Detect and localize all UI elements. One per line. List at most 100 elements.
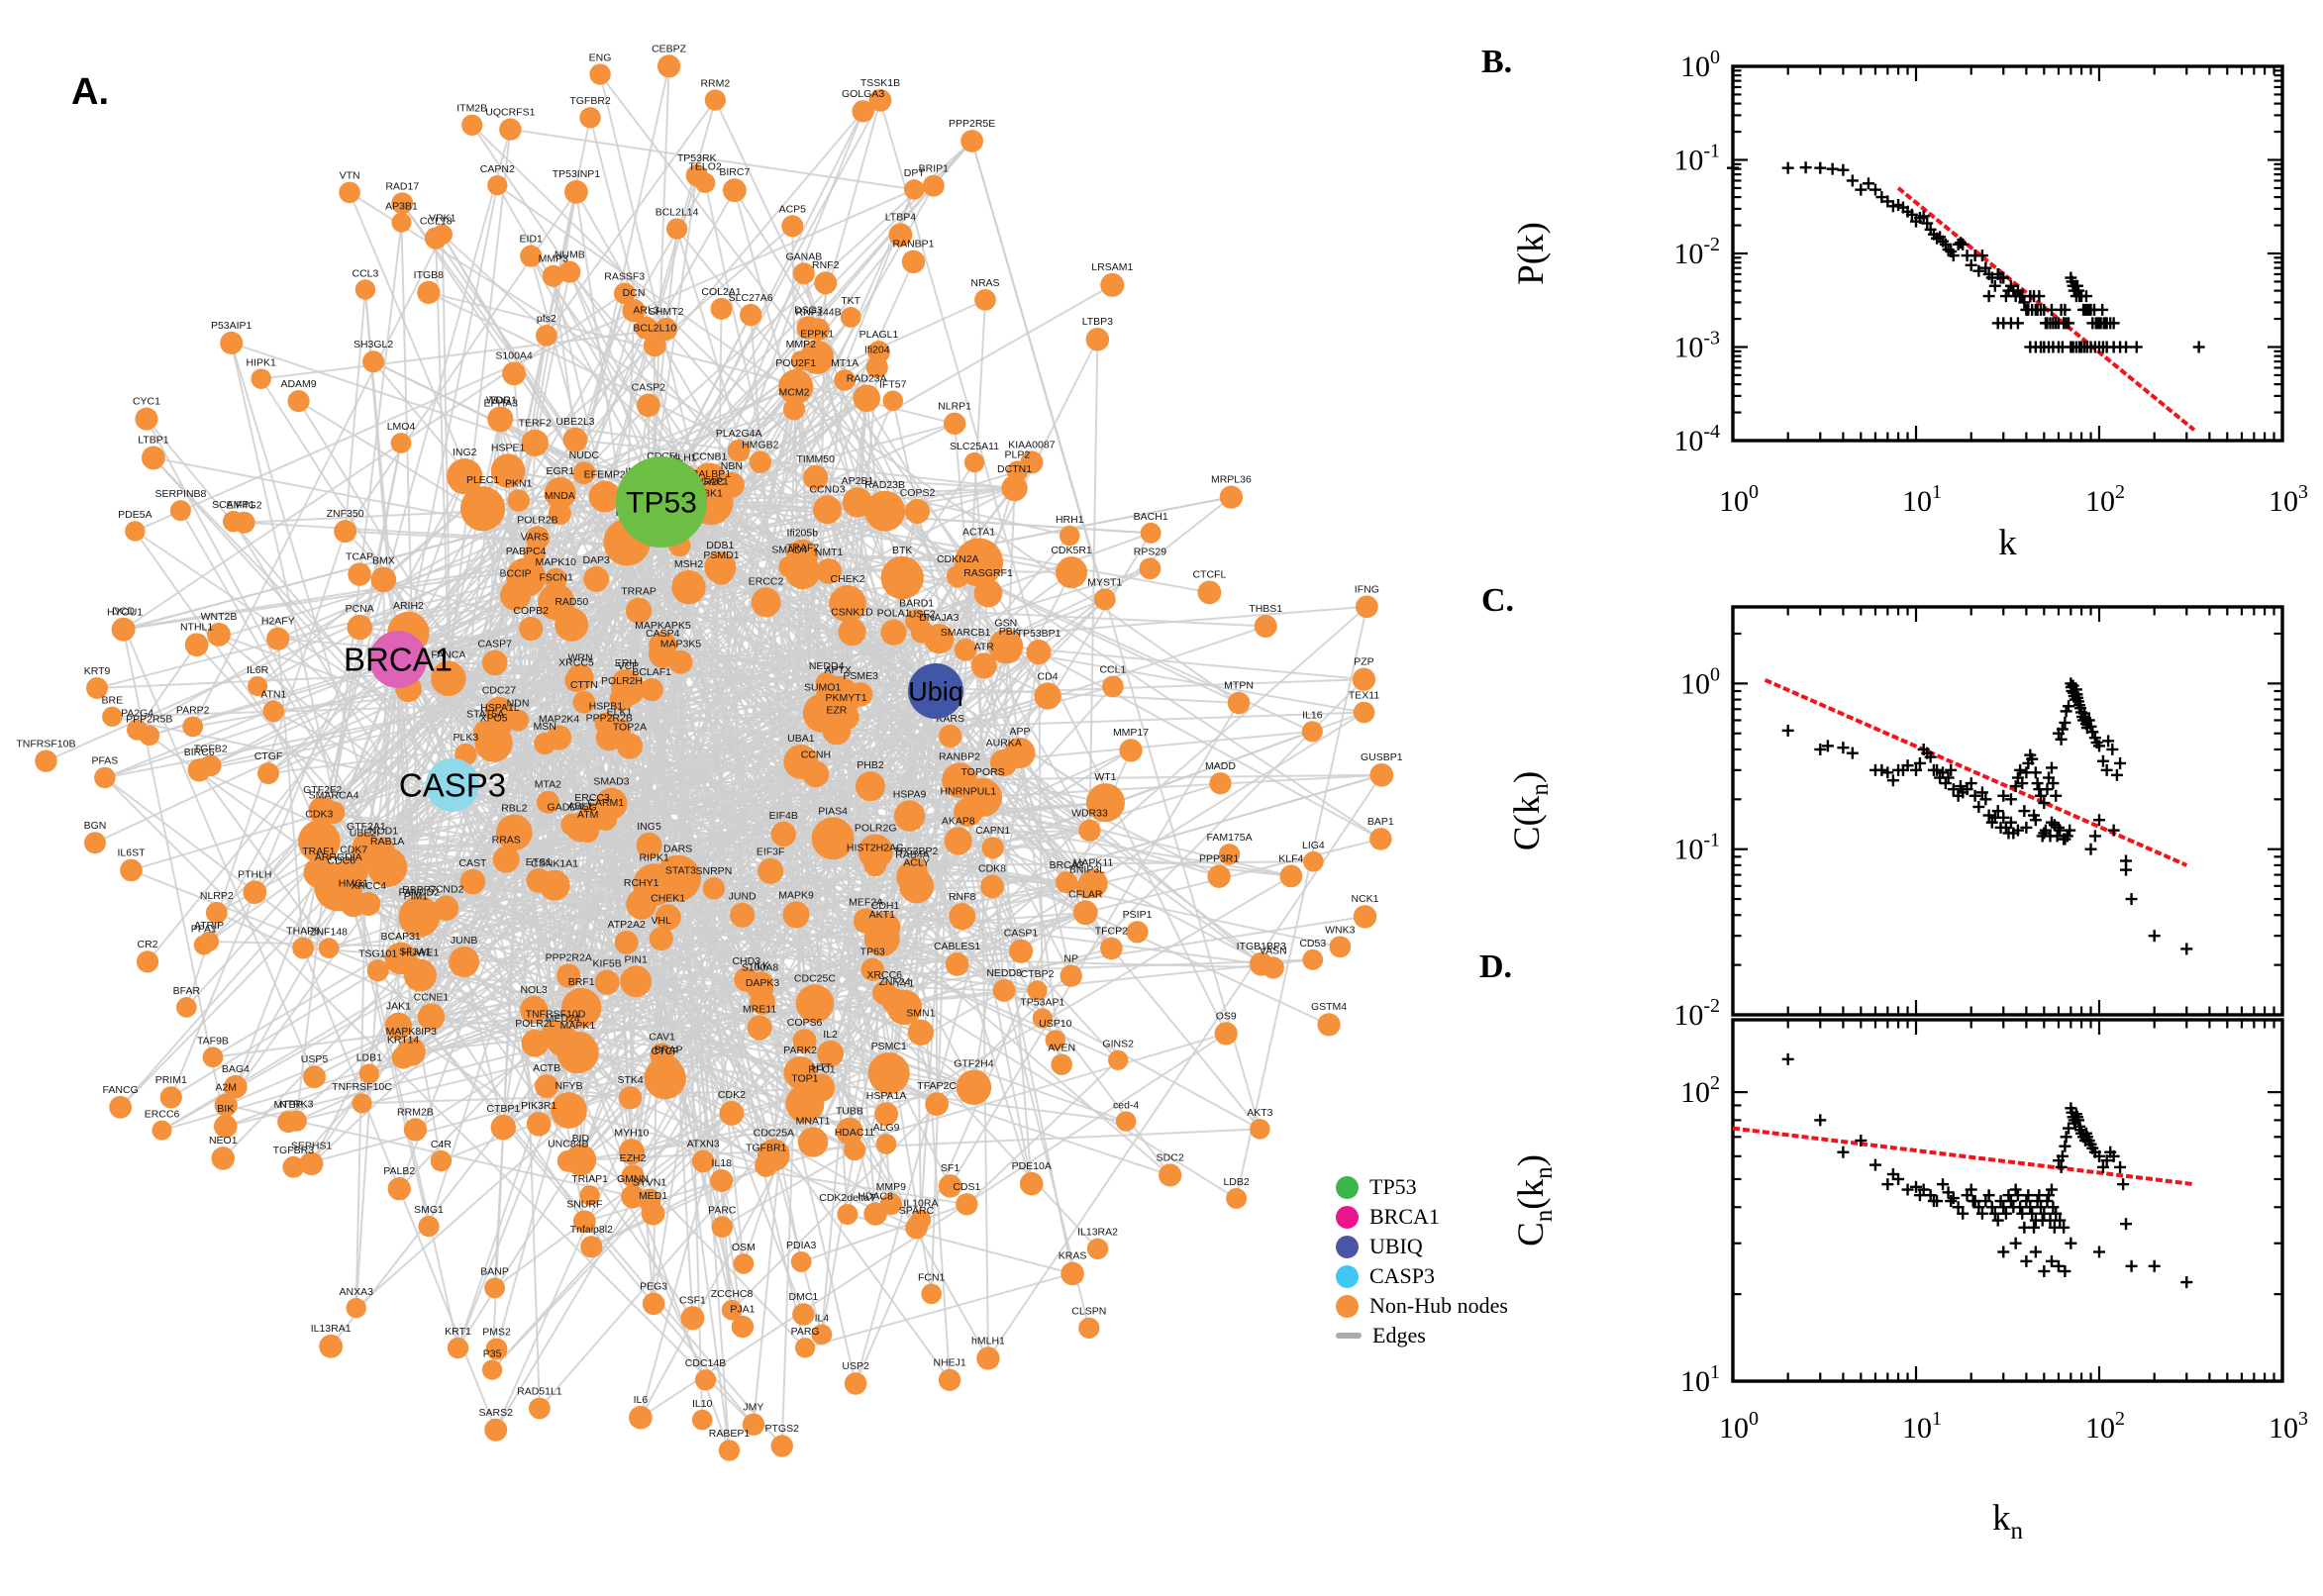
network-node-label: GOLGA3 bbox=[842, 88, 884, 100]
tick-label: 100 bbox=[1719, 481, 1759, 518]
network-edge bbox=[397, 658, 1292, 877]
network-node-label: EIF3F bbox=[757, 847, 785, 858]
tick-label: 102 bbox=[2085, 1408, 2125, 1445]
network-node-label: CR2 bbox=[138, 939, 158, 950]
network-node-label: RPS29 bbox=[1134, 546, 1166, 557]
network-node bbox=[339, 181, 360, 204]
network-edge bbox=[230, 343, 459, 1348]
network-node-label: VASN bbox=[1260, 945, 1287, 956]
network-edge bbox=[589, 711, 1365, 1197]
network-edge bbox=[349, 191, 484, 510]
network-node bbox=[790, 1251, 812, 1272]
network-node-label: TOPORS bbox=[960, 766, 1004, 778]
network-edge bbox=[119, 140, 973, 1108]
network-edge bbox=[435, 238, 576, 441]
network-node bbox=[292, 937, 315, 959]
network-node bbox=[970, 652, 997, 679]
network-node-label: TGFBR1 bbox=[746, 1143, 787, 1154]
network-node bbox=[595, 787, 628, 820]
network-node bbox=[943, 412, 966, 436]
network-node bbox=[618, 1086, 643, 1110]
legend-dot-icon bbox=[1336, 1205, 1359, 1229]
network-node-label: CD4 bbox=[1038, 670, 1059, 682]
network-edge bbox=[96, 648, 966, 689]
network-node-label: NEDD4 bbox=[809, 660, 845, 672]
network-edge bbox=[198, 769, 330, 949]
network-edge bbox=[397, 658, 559, 739]
network-node bbox=[348, 562, 371, 586]
network-node bbox=[391, 1046, 415, 1069]
tick-label: 101 bbox=[1902, 1408, 1942, 1445]
network-node bbox=[594, 969, 620, 995]
network-node bbox=[490, 1114, 517, 1141]
network-node-label: PMS2 bbox=[482, 1327, 511, 1339]
network-node bbox=[922, 174, 945, 197]
tick-label: 10-1 bbox=[1673, 141, 1720, 177]
network-node bbox=[611, 671, 646, 706]
network-node-label: RAD50 bbox=[555, 596, 588, 608]
network-node-label: SHMT2 bbox=[649, 306, 684, 318]
network-node bbox=[809, 1073, 835, 1099]
network-node bbox=[1078, 819, 1101, 842]
network-node bbox=[751, 587, 781, 618]
network-node bbox=[1032, 1008, 1053, 1029]
hub-label-ubiq: Ubiq bbox=[908, 676, 963, 706]
network-node-label: NMT1 bbox=[815, 547, 844, 558]
network-node-label: EZH2 bbox=[620, 1152, 647, 1164]
network-node bbox=[564, 179, 588, 204]
network-node bbox=[534, 732, 556, 755]
network-node bbox=[529, 1397, 551, 1420]
network-node-label: RNF2 bbox=[812, 259, 840, 271]
network-node bbox=[251, 368, 271, 389]
network-node bbox=[614, 931, 639, 954]
network-node bbox=[136, 950, 159, 973]
network-node bbox=[520, 995, 549, 1025]
network-edge bbox=[397, 110, 864, 660]
network-node-label: CDK8 bbox=[978, 863, 1006, 875]
network-node-label: Ifi204 bbox=[864, 345, 890, 356]
network-edge bbox=[1235, 606, 1368, 1199]
network-node-label: RRM2 bbox=[700, 77, 730, 89]
network-node bbox=[945, 952, 969, 976]
network-node bbox=[837, 1203, 858, 1226]
network-node-label: CCNB1 bbox=[692, 450, 728, 462]
network-edge bbox=[814, 260, 915, 478]
network-node-label: CD53 bbox=[1299, 938, 1326, 949]
network-node bbox=[880, 555, 924, 600]
network-node bbox=[814, 271, 838, 295]
network-edge bbox=[122, 629, 227, 1127]
network-node bbox=[836, 1117, 863, 1146]
network-node bbox=[921, 1283, 943, 1305]
network-node-label: GTF2A1 bbox=[347, 821, 386, 833]
network-node-label: PBK bbox=[999, 626, 1020, 638]
network-node-label: ANXA3 bbox=[340, 1286, 374, 1298]
network-node-label: ZNF24 bbox=[878, 976, 910, 988]
legend-edge-line-icon bbox=[1336, 1333, 1362, 1339]
network-node bbox=[650, 1043, 674, 1067]
tick-label: 100 bbox=[1680, 47, 1720, 83]
network-node bbox=[719, 1101, 745, 1126]
network-node-label: ced-4 bbox=[1113, 1099, 1139, 1111]
network-node bbox=[1051, 1053, 1072, 1075]
network-node bbox=[120, 858, 143, 882]
network-node bbox=[182, 716, 204, 738]
network-node-label: CAPN1 bbox=[975, 825, 1010, 837]
network-node bbox=[1078, 1317, 1100, 1340]
network-node-label: USF2 bbox=[909, 608, 936, 620]
network-node-label: RAD17 bbox=[385, 180, 419, 192]
network-node bbox=[976, 1347, 1000, 1370]
network-node-label: COL2A1 bbox=[701, 286, 741, 298]
network-node-label: TFAP2C bbox=[917, 1080, 957, 1092]
network-node bbox=[1226, 1187, 1248, 1209]
network-node bbox=[248, 675, 268, 697]
network-node-label: PIM1 bbox=[404, 890, 429, 902]
network-node-label: ARHGDIA bbox=[315, 851, 362, 863]
network-node-label: ING5 bbox=[637, 821, 661, 833]
network-edge bbox=[604, 501, 662, 821]
network-hubs: TP53 BRCA1 Ubiq CASP3 bbox=[344, 456, 963, 812]
network-node-label: RASSF3 bbox=[604, 271, 645, 283]
network-node bbox=[347, 614, 372, 641]
network-edge bbox=[397, 404, 650, 660]
network-node bbox=[938, 1368, 961, 1392]
tick-label: 100 bbox=[1719, 1408, 1759, 1445]
